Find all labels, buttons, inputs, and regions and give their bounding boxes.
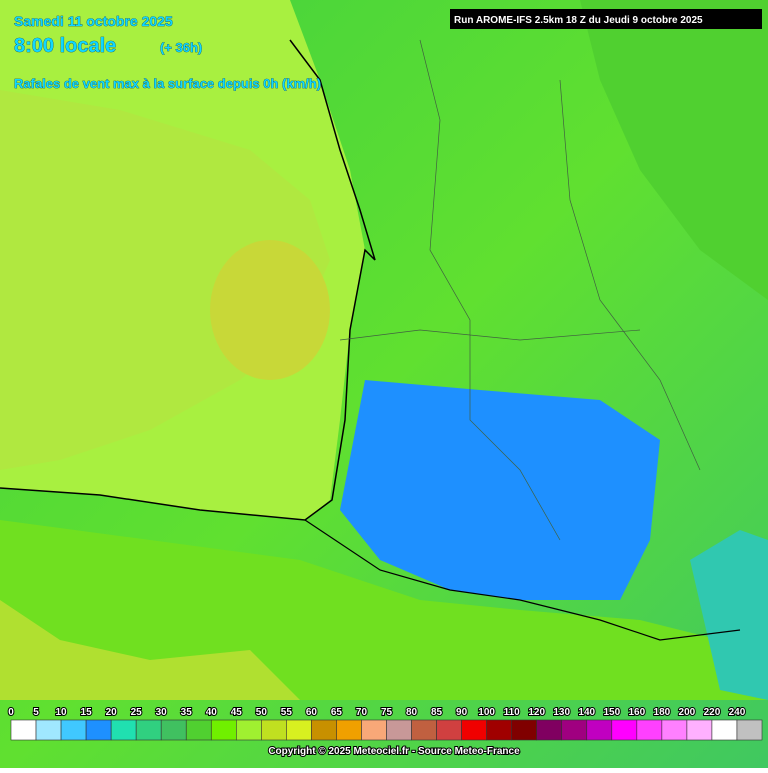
legend-swatch [236,719,262,741]
legend-swatch [311,719,337,741]
legend-label: 160 [628,707,645,718]
border [304,519,741,641]
legend-label: 240 [729,707,746,718]
legend-label: 85 [431,707,443,718]
date: Samedi 11 octobre 2025 [14,13,173,29]
legend-label: 75 [381,707,393,718]
legend-swatch [160,719,187,741]
legend-label: 10 [56,707,68,718]
run: Run AROME-IFS 2.5km 18 Z du Jeudi 9 octo… [454,15,703,26]
legend-label: 35 [181,707,193,718]
legend-swatch [185,719,212,741]
offset: (+ 36h) [160,40,202,55]
wind-zone [340,380,660,600]
legend-swatch [361,719,387,741]
run-box [450,9,762,29]
legend-swatch [536,719,563,741]
legend-swatch [511,719,537,741]
legend-label: 5 [33,707,39,718]
legend-swatch [461,719,487,741]
legend-swatch [35,719,62,741]
legend-label: 200 [679,707,696,718]
sea-zone [210,240,330,380]
legend-swatch [135,719,162,741]
legend-swatch [85,719,112,741]
coastline [0,39,376,521]
legend-swatch [60,719,87,741]
legend-swatch [611,719,638,741]
legend-label: 100 [478,707,495,718]
legend-swatch [486,719,512,741]
legend-swatch [336,719,362,741]
legend-swatch [661,719,688,741]
legend-swatch [286,719,312,741]
legend-swatch [110,719,137,741]
sea-zone [0,90,330,470]
legend-label: 30 [156,707,168,718]
wind-zone [0,520,768,700]
legend-label: 60 [306,707,318,718]
time: 8:00 locale [14,35,116,57]
legend-swatch [10,719,37,741]
sea-east [690,530,768,700]
legend-label: 0 [8,707,14,718]
legend: 0 5 10 15 20 25 30 35 40 45 50 55 60 65 70 75 80 85 90 100 1… [7,706,763,741]
legend-swatch [561,719,588,741]
region-lines [339,39,701,541]
wind-zone [580,0,768,300]
legend-label: 20 [106,707,118,718]
legend-label: 50 [256,707,268,718]
legend-swatch [411,719,437,741]
legend-label: 120 [528,707,545,718]
legend-label: 55 [281,707,293,718]
legend-label: 15 [81,707,93,718]
legend-swatch [736,719,763,741]
legend-label: 180 [654,707,671,718]
legend-label: 150 [603,707,620,718]
legend-swatch [636,719,663,741]
subtitle: Rafales de vent max à la surface depuis … [14,76,321,91]
legend-swatch [210,719,237,741]
copyright: Copyright © 2025 Meteociel.fr - Source M… [268,746,520,757]
legend-label: 70 [356,707,368,718]
legend-swatch [436,719,462,741]
legend-label: 40 [206,707,218,718]
legend-label: 140 [578,707,595,718]
legend-label: 45 [231,707,243,718]
legend-label: 25 [131,707,143,718]
legend-label: 110 [504,707,521,718]
legend-label: 130 [553,707,570,718]
legend-swatch [711,719,738,741]
legend-swatch [686,719,713,741]
legend-swatch [586,719,613,741]
legend-swatch [386,719,412,741]
legend-label: 90 [456,707,468,718]
legend-label: 80 [406,707,418,718]
wind-zone [0,600,300,700]
legend-label: 65 [331,707,343,718]
legend-swatch [261,719,287,741]
legend-label: 220 [704,707,721,718]
